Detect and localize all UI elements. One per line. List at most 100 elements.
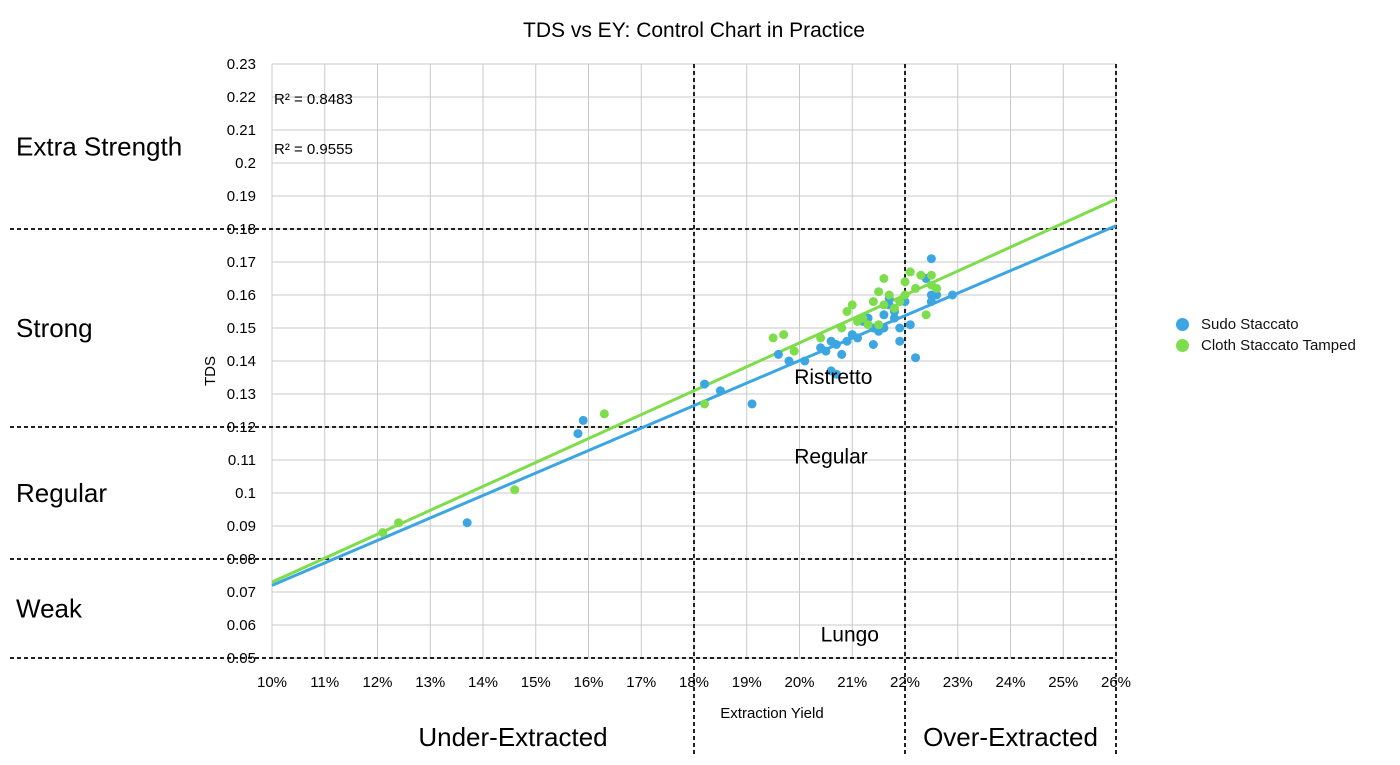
data-point	[926, 254, 936, 264]
data-point	[831, 340, 841, 349]
data-point	[895, 323, 905, 333]
zone-label-strength: Extra Strength	[16, 132, 182, 162]
x-tick-label: 19%	[732, 674, 762, 691]
data-point	[847, 300, 857, 310]
data-point	[842, 336, 852, 346]
data-point	[863, 320, 873, 330]
annotations: R² = 0.8483 R² = 0.9555 TDS Extraction Y…	[16, 91, 1098, 752]
data-point	[700, 379, 710, 389]
zone-label-style: Regular	[794, 445, 868, 468]
legend-dot-icon	[1176, 339, 1189, 352]
zone-label-extraction: Over-Extracted	[923, 722, 1098, 752]
data-point	[773, 349, 783, 359]
y-tick-label: 0.07	[227, 584, 256, 601]
x-tick-label: 21%	[837, 674, 867, 691]
data-point	[868, 297, 878, 307]
data-point	[868, 340, 878, 349]
x-axis-label: Extraction Yield	[720, 705, 823, 722]
data-point	[932, 290, 942, 300]
data-point	[800, 356, 810, 366]
x-tick-label: 13%	[415, 674, 445, 691]
y-tick-label: 0.09	[227, 518, 256, 535]
zone-lines	[10, 64, 1117, 755]
data-point	[884, 290, 894, 300]
y-tick-label: 0.16	[227, 287, 256, 304]
x-tick-label: 11%	[310, 674, 339, 691]
legend-item-sudo: Sudo Staccato	[1176, 314, 1356, 335]
data-point	[900, 290, 910, 300]
data-points	[378, 254, 957, 538]
trendlines	[271, 197, 1117, 587]
data-point	[926, 297, 936, 307]
y-tick-label: 0.05	[227, 650, 256, 667]
data-point	[462, 518, 472, 528]
r-squared-sudo: R² = 0.8483	[274, 91, 353, 108]
data-point	[947, 290, 957, 300]
data-point	[768, 333, 778, 343]
data-point	[874, 287, 884, 297]
data-point	[921, 310, 931, 320]
axis-tick-labels: 10% 11% 12% 13% 14% 15% 16% 17% 18% 19% 20% 21% 22% 2…	[227, 56, 1131, 691]
data-point	[916, 270, 926, 280]
zone-label-style: Ristretto	[794, 366, 872, 389]
legend-label: Cloth Staccato Tamped	[1201, 337, 1356, 354]
data-point	[889, 303, 899, 313]
y-tick-label: 0.14	[227, 353, 256, 370]
x-tick-label: 10%	[257, 674, 287, 691]
data-point	[911, 353, 921, 363]
x-tick-label: 25%	[1048, 674, 1078, 691]
y-axis-label: TDS	[202, 356, 219, 386]
data-point	[821, 346, 831, 356]
legend-dot-icon	[1176, 318, 1189, 331]
data-point	[837, 323, 847, 333]
y-tick-label: 0.12	[227, 419, 256, 436]
zone-label-extraction: Under-Extracted	[418, 722, 607, 752]
data-point	[816, 333, 826, 343]
x-tick-label: 20%	[784, 674, 814, 691]
legend-item-cloth: Cloth Staccato Tamped	[1176, 335, 1356, 356]
y-tick-label: 0.11	[228, 452, 256, 469]
x-tick-label: 14%	[468, 674, 498, 691]
legend: Sudo Staccato Cloth Staccato Tamped	[1176, 314, 1356, 356]
data-point	[842, 307, 852, 316]
trendline	[271, 224, 1117, 587]
data-point	[858, 313, 868, 323]
data-point	[700, 399, 710, 409]
data-point	[599, 409, 609, 419]
data-point	[510, 485, 520, 495]
x-tick-label: 15%	[521, 674, 551, 691]
y-tick-label: 0.1	[235, 485, 256, 502]
data-point	[831, 369, 841, 379]
data-point	[905, 320, 915, 330]
data-point	[879, 300, 889, 310]
y-tick-label: 0.2	[235, 155, 256, 172]
zone-label-style: Lungo	[821, 624, 879, 647]
data-point	[779, 330, 789, 340]
y-tick-label: 0.15	[227, 320, 256, 337]
y-tick-label: 0.19	[227, 188, 256, 205]
trendline	[271, 197, 1117, 584]
x-tick-label: 12%	[362, 674, 392, 691]
data-point	[573, 429, 583, 439]
y-tick-label: 0.17	[227, 254, 256, 271]
data-point	[932, 283, 942, 293]
data-point	[874, 320, 884, 330]
data-point	[784, 356, 794, 366]
data-point	[911, 283, 921, 293]
data-point	[926, 270, 936, 280]
data-point	[895, 336, 905, 346]
data-point	[879, 310, 889, 320]
y-tick-label: 0.06	[227, 617, 256, 634]
x-tick-label: 24%	[995, 674, 1025, 691]
data-point	[789, 346, 799, 356]
x-tick-label: 23%	[943, 674, 973, 691]
data-point	[879, 274, 889, 283]
y-tick-label: 0.18	[227, 221, 256, 238]
data-point	[895, 297, 905, 307]
y-tick-label: 0.21	[227, 122, 256, 139]
data-point	[378, 528, 388, 538]
data-point	[900, 277, 910, 287]
data-point	[837, 349, 847, 359]
data-point	[889, 313, 899, 323]
